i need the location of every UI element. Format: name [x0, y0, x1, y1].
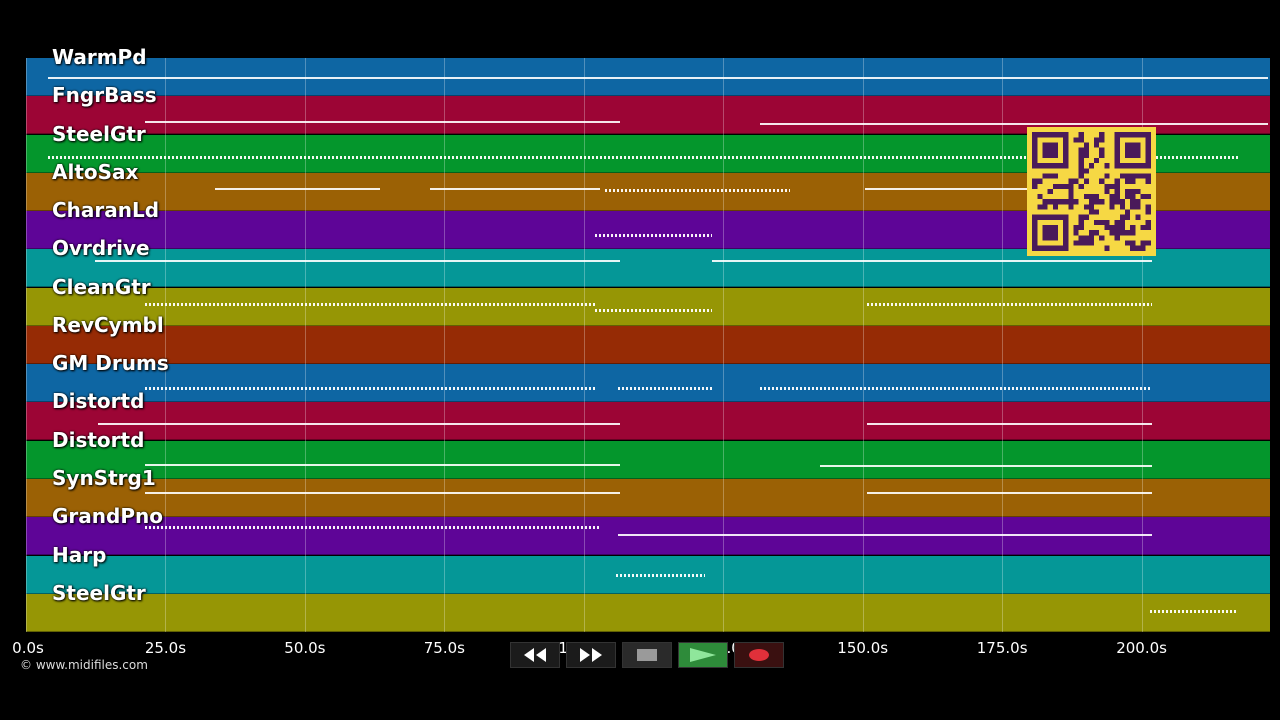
note-segment — [865, 187, 1030, 190]
note-segment — [145, 463, 620, 466]
track-label: CleanGtr — [52, 274, 151, 299]
grid-line — [304, 58, 306, 632]
track-lane — [26, 593, 1270, 632]
note-segment — [48, 155, 1238, 159]
note-segment — [820, 464, 1152, 467]
note-segment — [712, 260, 1152, 263]
time-tick-label: 200.0s — [1116, 639, 1167, 657]
note-segment — [867, 423, 1152, 426]
play-button[interactable] — [678, 642, 728, 668]
note-segment — [595, 234, 712, 238]
grid-line — [1002, 58, 1004, 632]
note-segment — [145, 302, 595, 306]
track-lane — [26, 402, 1270, 441]
record-button[interactable] — [734, 642, 784, 668]
fast-forward-icon — [580, 648, 602, 662]
track-label: SynStrg1 — [52, 465, 156, 490]
grid-line — [165, 58, 167, 632]
track-lane — [26, 287, 1270, 326]
grid-line — [583, 58, 585, 632]
copyright-text: © www.midifiles.com — [20, 658, 148, 672]
track-lane — [26, 517, 1270, 556]
play-icon — [690, 648, 716, 662]
note-segment — [430, 187, 600, 190]
note-segment — [48, 77, 1268, 79]
track-lane — [26, 325, 1270, 364]
time-tick-label: 25.0s — [144, 639, 187, 657]
time-tick-label: 50.0s — [284, 639, 326, 657]
time-tick-label: 0.0s — [12, 639, 44, 657]
note-segment — [145, 387, 595, 391]
grid-line — [862, 58, 864, 632]
track-label: SteelGtr — [52, 121, 146, 146]
track-label: AltoSax — [52, 159, 139, 184]
grid-line — [723, 58, 725, 632]
record-icon — [749, 649, 769, 661]
grid-line — [444, 58, 446, 632]
note-segment — [760, 387, 1152, 391]
note-segment — [618, 387, 713, 391]
time-tick-label: 75.0s — [423, 639, 465, 657]
track-label: Distortd — [52, 389, 145, 414]
stop-icon — [637, 649, 657, 661]
track-label: GM Drums — [52, 351, 169, 376]
track-label: Harp — [52, 542, 107, 567]
note-segment — [867, 491, 1152, 494]
track-lane — [26, 440, 1270, 479]
qr-code — [1027, 127, 1156, 256]
note-segment — [867, 302, 1152, 306]
note-segment — [1150, 609, 1238, 613]
note-segment — [616, 573, 705, 577]
fast-forward-button[interactable] — [566, 642, 616, 668]
stop-button[interactable] — [622, 642, 672, 668]
note-segment — [145, 121, 620, 124]
note-segment — [145, 526, 600, 530]
time-tick-label: 175.0s — [976, 639, 1028, 657]
note-segment — [595, 308, 712, 312]
track-label: Distortd — [52, 427, 145, 452]
rewind-icon — [524, 648, 546, 662]
rewind-button[interactable] — [510, 642, 560, 668]
note-segment — [145, 491, 620, 494]
note-segment — [760, 123, 1268, 126]
note-segment — [618, 534, 1152, 537]
track-label: GrandPno — [52, 504, 163, 529]
note-segment — [95, 260, 620, 263]
grid-line — [26, 58, 27, 632]
track-label: Ovrdrive — [52, 236, 150, 261]
grid-line — [1141, 58, 1143, 632]
note-segment — [215, 187, 380, 190]
transport-controls — [510, 642, 784, 670]
track-label: RevCymbl — [52, 312, 164, 337]
note-segment — [605, 188, 790, 192]
track-label: SteelGtr — [52, 580, 146, 605]
track-lane — [26, 478, 1270, 517]
note-segment — [98, 423, 620, 426]
track-label: CharanLd — [52, 198, 160, 223]
track-label: FngrBass — [52, 83, 157, 108]
track-lane — [26, 364, 1270, 403]
track-label: WarmPd — [52, 45, 147, 69]
time-tick-label: 150.0s — [837, 639, 889, 657]
